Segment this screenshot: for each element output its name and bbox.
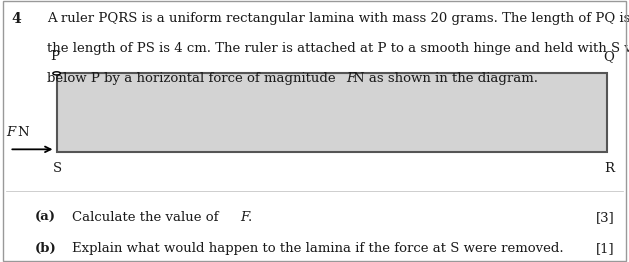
Text: N as shown in the diagram.: N as shown in the diagram. xyxy=(353,72,538,85)
Text: (b): (b) xyxy=(35,242,57,255)
Text: F: F xyxy=(347,72,356,85)
Bar xyxy=(57,73,607,152)
Text: P: P xyxy=(50,50,59,63)
Text: Q: Q xyxy=(603,50,615,63)
Text: Explain what would happen to the lamina if the force at S were removed.: Explain what would happen to the lamina … xyxy=(72,242,564,255)
Text: (a): (a) xyxy=(35,211,55,224)
Text: the length of PS is 4 cm. The ruler is attached at P to a smooth hinge and held : the length of PS is 4 cm. The ruler is a… xyxy=(47,42,629,55)
Text: F: F xyxy=(240,211,250,224)
Text: F: F xyxy=(6,126,16,139)
Text: N: N xyxy=(18,126,29,139)
Circle shape xyxy=(53,72,60,75)
Text: R: R xyxy=(604,162,614,176)
Text: S: S xyxy=(53,162,62,176)
Text: [1]: [1] xyxy=(596,242,615,255)
Text: below P by a horizontal force of magnitude: below P by a horizontal force of magnitu… xyxy=(47,72,340,85)
Text: A ruler PQRS is a uniform rectangular lamina with mass 20 grams. The length of P: A ruler PQRS is a uniform rectangular la… xyxy=(47,12,629,25)
Text: Calculate the value of: Calculate the value of xyxy=(72,211,223,224)
Text: 4: 4 xyxy=(11,12,21,26)
Text: .: . xyxy=(248,211,252,224)
Text: [3]: [3] xyxy=(596,211,615,224)
